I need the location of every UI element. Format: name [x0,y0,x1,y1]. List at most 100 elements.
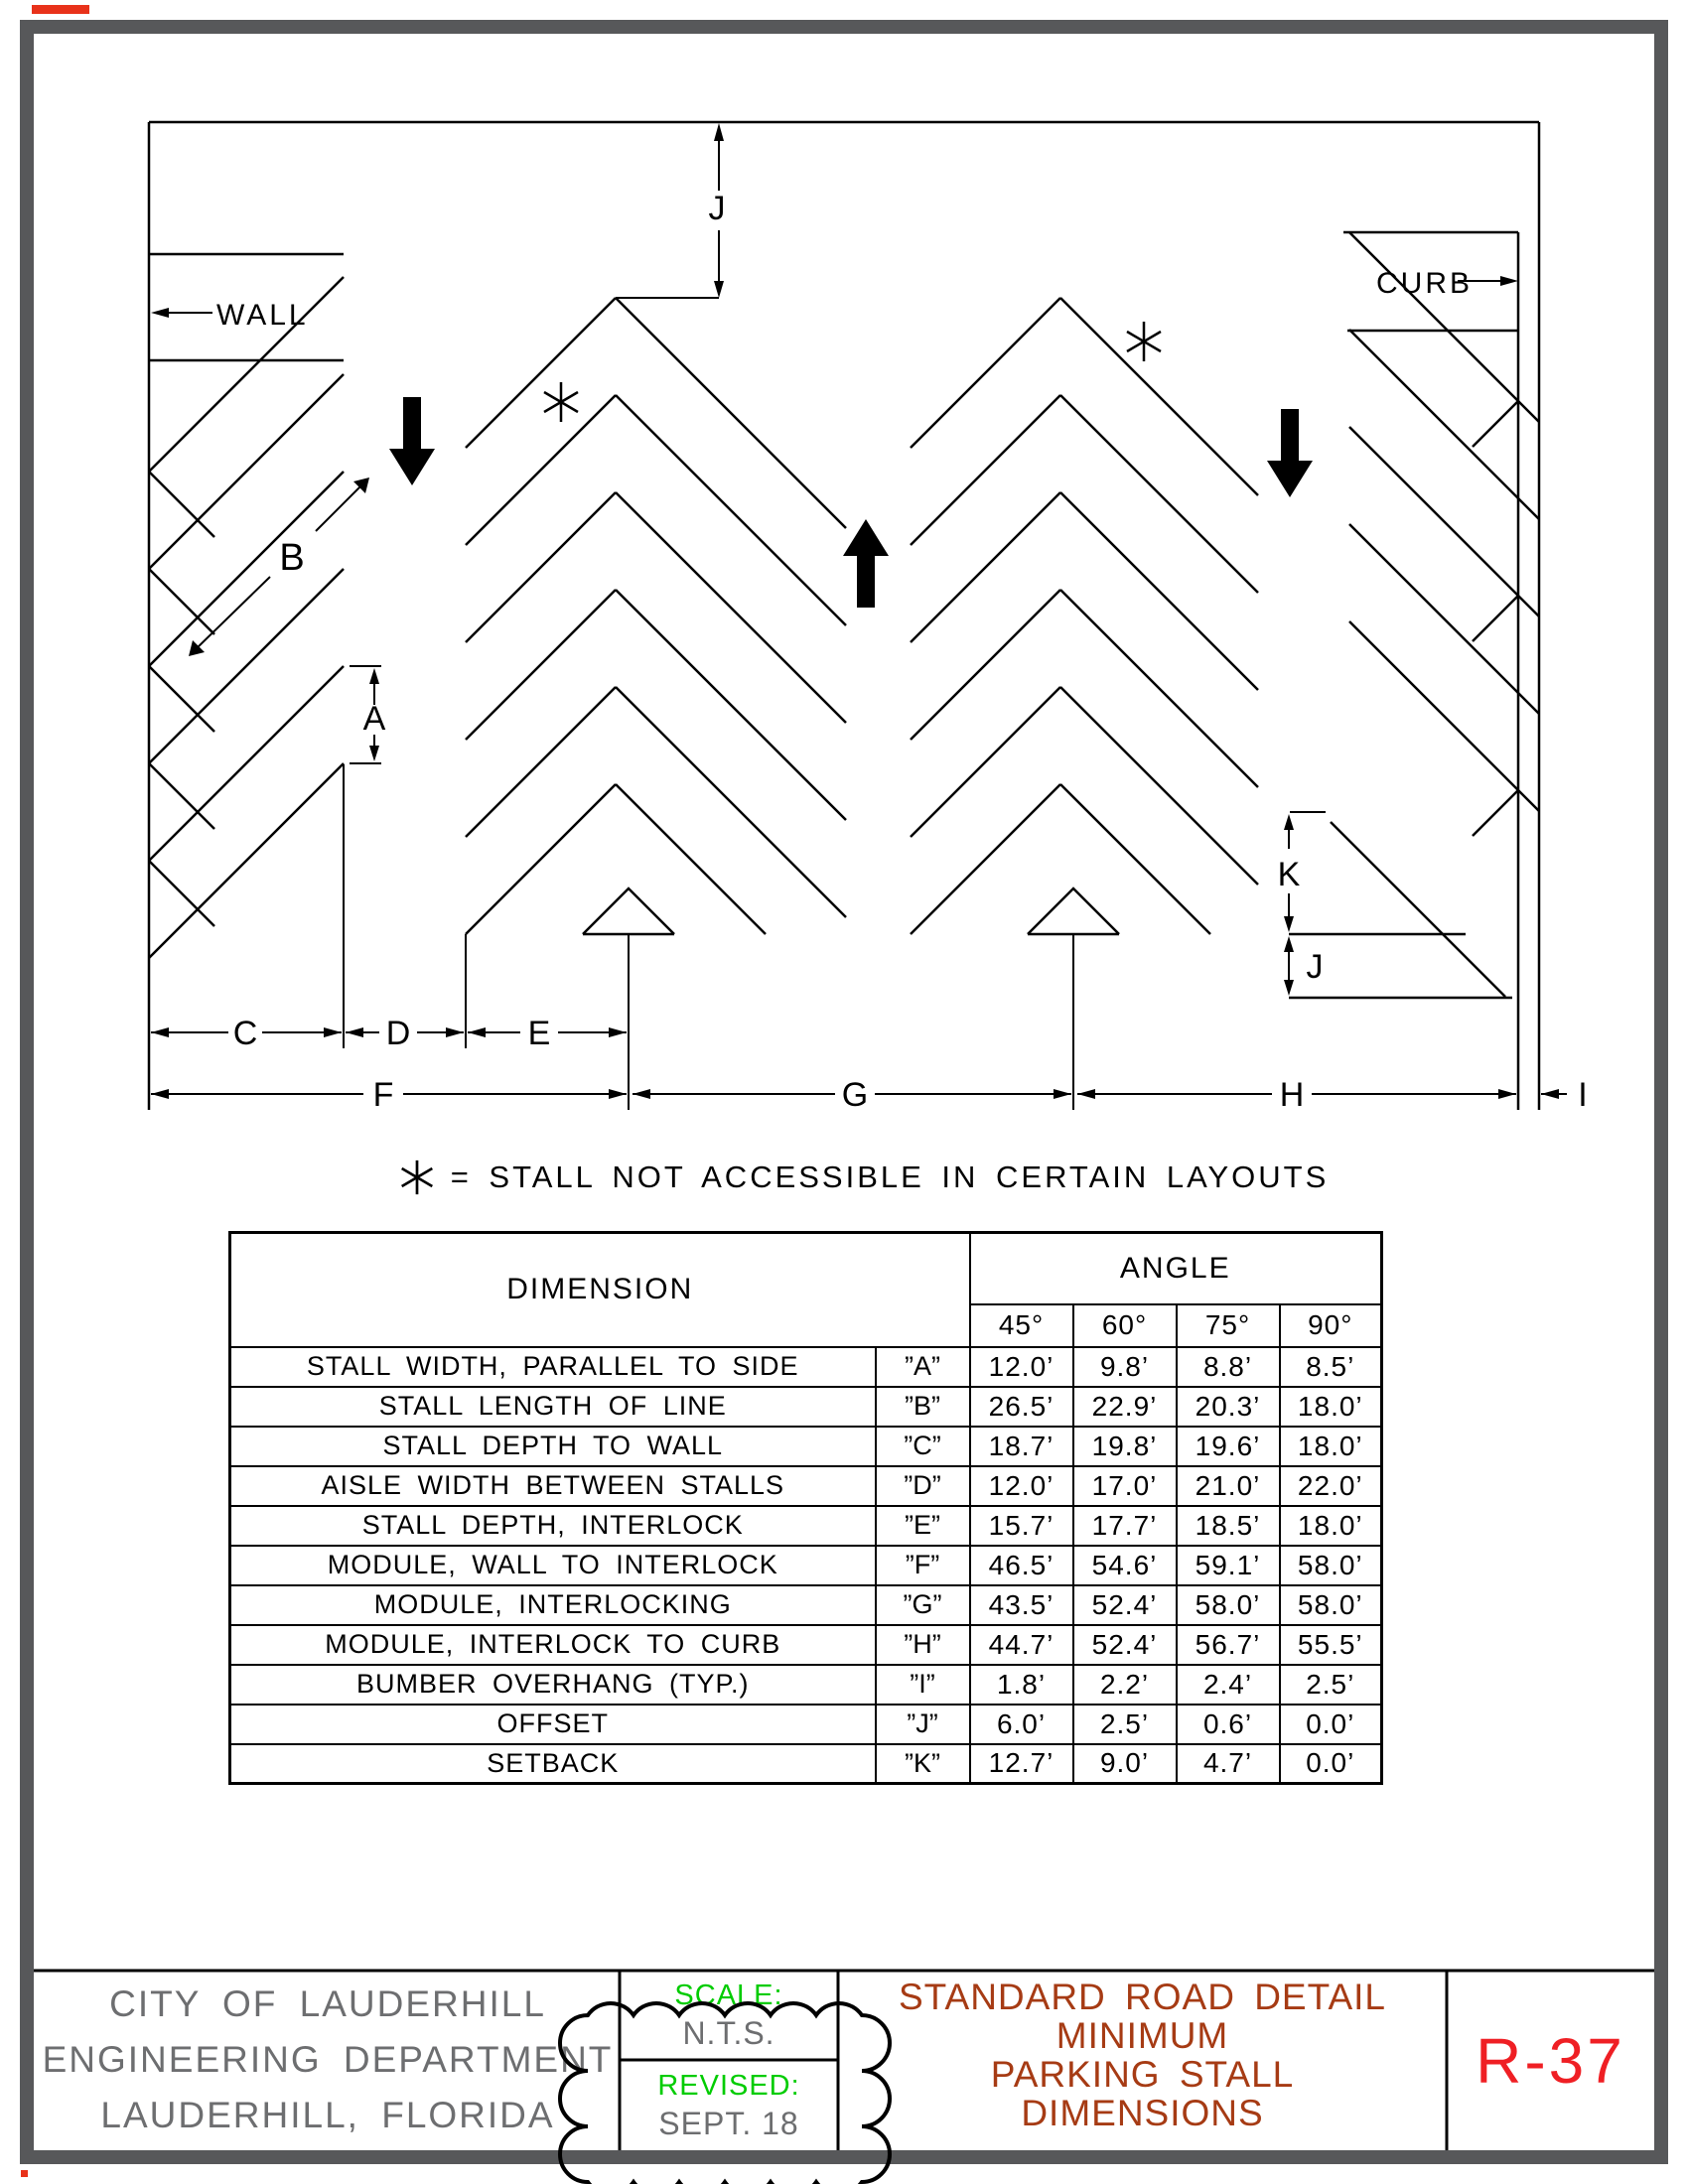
dimension-value-cell: 58.0’ [1278,1544,1383,1586]
dimension-value-cell: 18.7’ [968,1425,1074,1467]
table-row: AISLE WIDTH BETWEEN STALLS ”D” 12.0’ 17.0’ 2… [228,1464,1383,1507]
note-text: = STALL NOT ACCESSIBLE IN CERTAIN LAYOUT… [450,1160,1330,1194]
table-header-angle-60: 60° [1071,1302,1178,1348]
asterisk-icon [400,1160,433,1195]
dimension-value-cell: 17.0’ [1071,1464,1178,1507]
dimension-value-cell: 18.5’ [1175,1504,1281,1547]
dimension-value-cell: 4.7’ [1175,1742,1281,1785]
dimension-name-cell: BUMBER OVERHANG (TYP.) [228,1663,877,1706]
stall-lines-center-right-bank [910,297,1259,936]
dimension-arrowheads [151,123,1559,1099]
dimension-value-cell: 19.8’ [1071,1425,1178,1467]
dimension-value-cell: 18.0’ [1278,1425,1383,1467]
dimension-name-cell: STALL DEPTH TO WALL [228,1425,877,1467]
dimension-letter-cell: ”B” [874,1385,971,1428]
dimension-value-cell: 22.0’ [1278,1464,1383,1507]
sheet-number: R-37 [1476,2025,1625,2097]
title-line: STANDARD ROAD DETAIL [898,1977,1387,2017]
dimension-value-cell: 46.5’ [968,1544,1074,1586]
dimension-value-cell: 6.0’ [968,1703,1074,1745]
asterisk-icon [543,382,579,422]
dimension-value-cell: 0.0’ [1278,1742,1383,1785]
dimension-name-cell: STALL LENGTH OF LINE [228,1385,877,1428]
table-row: STALL WIDTH, PARALLEL TO SIDE ”A” 12.0’ 9.8… [228,1345,1383,1388]
dimension-letter-cell: ”A” [874,1345,971,1388]
dimension-value-cell: 54.6’ [1071,1544,1178,1586]
scale-label: SCALE: [674,1979,783,2011]
table-row: STALL DEPTH TO WALL ”C” 18.7’ 19.8’ 19.6’ 18.… [228,1425,1383,1467]
dim-label-h: H [1280,1076,1305,1114]
dimension-value-cell: 26.5’ [968,1385,1074,1428]
dimension-name-cell: STALL DEPTH, INTERLOCK [228,1504,877,1547]
dimension-value-cell: 59.1’ [1175,1544,1281,1586]
table-header-angle-90: 90° [1278,1302,1383,1348]
dim-label-a: A [363,700,386,738]
dimension-value-cell: 18.0’ [1278,1385,1383,1428]
dimension-letter-cell: ”C” [874,1425,971,1467]
title-line: MINIMUM [1055,2015,1229,2056]
revised-value: SEPT. 18 [658,2106,799,2141]
dimension-value-cell: 2.5’ [1278,1663,1383,1706]
dimension-name-cell: AISLE WIDTH BETWEEN STALLS [228,1464,877,1507]
asterisk-icon [1126,322,1162,361]
dimension-value-cell: 12.7’ [968,1742,1074,1785]
dim-label-d: D [386,1015,411,1052]
agency-line: LAUDERHILL, FLORIDA [100,2095,555,2135]
dimension-value-cell: 58.0’ [1175,1583,1281,1626]
edge-tick-lines [149,230,1518,1000]
table-row: MODULE, WALL TO INTERLOCK ”F” 46.5’ 54.6’ 59… [228,1544,1383,1586]
dimension-value-cell: 52.4’ [1071,1583,1178,1626]
scan-artifact [21,2170,28,2177]
table-row: MODULE, INTERLOCK TO CURB ”H” 44.7’ 52.4’ 56… [228,1623,1383,1666]
agency-line: ENGINEERING DEPARTMENT [42,2039,614,2080]
dimension-value-cell: 2.2’ [1071,1663,1178,1706]
dim-label-i: I [1578,1076,1587,1114]
dimension-letter-cell: ”G” [874,1583,971,1626]
dimension-value-cell: 22.9’ [1071,1385,1178,1428]
table-header-angle: ANGLE [968,1231,1383,1305]
title-line: PARKING STALL [990,2054,1295,2095]
dimension-value-cell: 58.0’ [1278,1583,1383,1626]
table-row: OFFSET ”J” 6.0’ 2.5’ 0.6’ 0.0’ [228,1703,1383,1745]
dimension-letter-cell: ”K” [874,1742,971,1785]
dimension-letter-cell: ”I” [874,1663,971,1706]
dim-label-g: G [842,1076,868,1114]
dimension-value-cell: 20.3’ [1175,1385,1281,1428]
dim-label-b: B [279,537,304,579]
traffic-arrow-down-left-icon [389,397,435,485]
curb-label: CURB [1376,267,1473,300]
dim-label-j-top: J [709,190,726,227]
dimension-lines [151,141,1567,1095]
table-header-dimension: DIMENSION [228,1231,971,1348]
dim-label-j-side: J [1307,948,1324,986]
dim-label-f: F [373,1076,394,1114]
dimension-value-cell: 1.8’ [968,1663,1074,1706]
scale-value: N.T.S. [682,2015,775,2051]
dimension-value-cell: 18.0’ [1278,1504,1383,1547]
dimension-letter-cell: ”H” [874,1623,971,1666]
dimension-name-cell: MODULE, INTERLOCK TO CURB [228,1623,877,1666]
dimension-value-cell: 15.7’ [968,1504,1074,1547]
dimension-name-cell: MODULE, INTERLOCKING [228,1583,877,1626]
dimension-value-cell: 0.0’ [1278,1703,1383,1745]
dim-label-k: K [1278,856,1301,893]
dimension-letter-cell: ”J” [874,1703,971,1745]
dimension-value-cell: 17.7’ [1071,1504,1178,1547]
dimension-value-cell: 56.7’ [1175,1623,1281,1666]
title-line: DIMENSIONS [1021,2093,1264,2133]
dimension-value-cell: 9.8’ [1071,1345,1178,1388]
dimension-name-cell: MODULE, WALL TO INTERLOCK [228,1544,877,1586]
dimension-name-cell: STALL WIDTH, PARALLEL TO SIDE [228,1345,877,1388]
dimension-letter-cell: ”D” [874,1464,971,1507]
table-header-angle-75: 75° [1175,1302,1281,1348]
dim-label-c: C [233,1015,258,1052]
dimension-value-cell: 8.5’ [1278,1345,1383,1388]
revised-label: REVISED: [657,2070,800,2102]
wall-label: WALL [216,299,309,332]
dimension-value-cell: 21.0’ [1175,1464,1281,1507]
table-row: SETBACK ”K” 12.7’ 9.0’ 4.7’ 0.0’ [228,1742,1383,1785]
agency-block: CITY OF LAUDERHILL ENGINEERING DEPARTMEN… [40,1978,616,2142]
dimension-value-cell: 52.4’ [1071,1623,1178,1666]
